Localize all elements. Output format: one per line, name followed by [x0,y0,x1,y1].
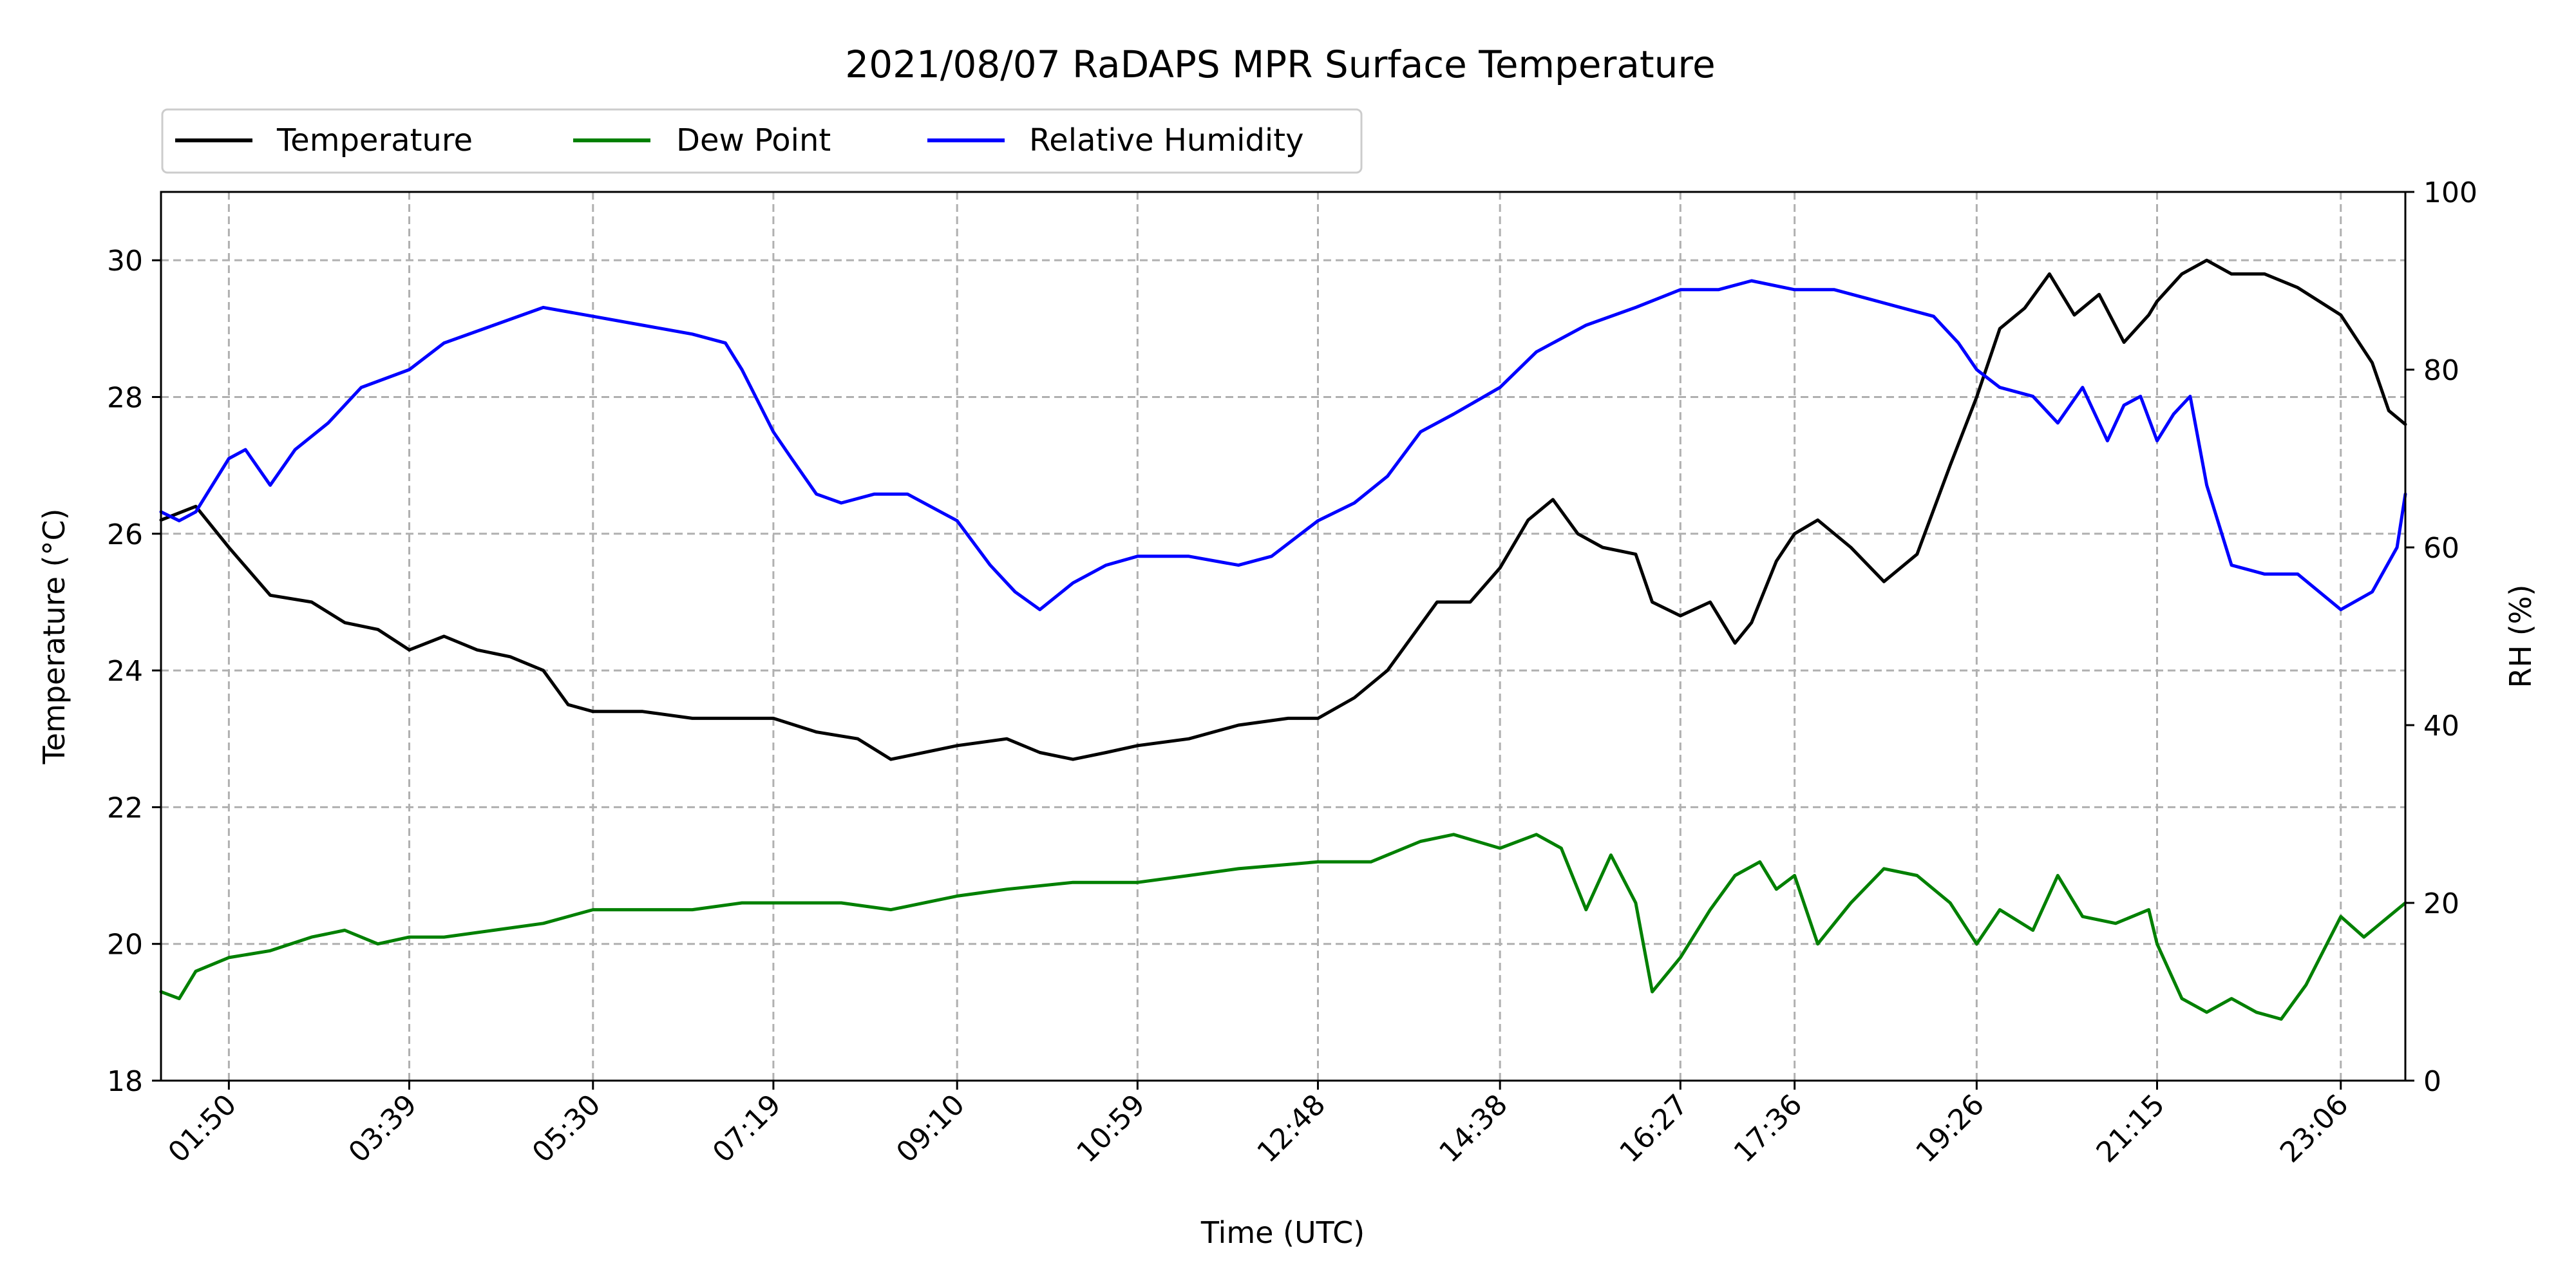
legend-items: Temperature Dew Point Relative Humidity [175,122,1303,158]
legend-label-temperature: Temperature [276,122,473,158]
y-right-tick-label: 20 [2423,887,2459,920]
y-left-tick-label: 26 [107,518,143,551]
y-right-tick-label: 100 [2423,176,2477,209]
series-line-temperature [159,258,2407,761]
y-right-tick-label: 0 [2423,1065,2441,1098]
chart-title: 2021/08/07 RaDAPS MPR Surface Temperatur… [845,43,1715,86]
y-axis-left-label: Temperature (°C) [37,508,71,764]
legend: Temperature Dew Point Relative Humidity [161,108,1363,174]
y-axis-right: 0 20 40 60 80 100 [2405,176,2477,1098]
legend-label-dew-point: Dew Point [676,122,831,158]
y-right-tick-label: 80 [2423,354,2459,387]
y-left-tick-label: 20 [107,929,143,961]
y-axis-left: 18 20 22 24 26 28 30 [107,245,161,1098]
y-left-tick-label: 24 [107,655,143,688]
y-axis-right-label: RH (%) [2503,585,2538,688]
y-left-tick-label: 28 [107,381,143,414]
y-right-tick-label: 60 [2423,532,2459,565]
y-right-tick-label: 40 [2423,710,2459,743]
y-left-tick-label: 22 [107,791,143,824]
x-axis-label: Time (UTC) [1200,1215,1365,1250]
series-line-dew-point [159,833,2407,1021]
legend-box [161,108,1363,174]
legend-label-relative-humidity: Relative Humidity [1029,122,1303,158]
series-lines [159,258,2407,1021]
y-left-tick-label: 30 [107,245,143,278]
plot-area-frame [160,191,2407,1082]
series-line-relative-humidity [159,279,2407,612]
y-left-tick-label: 18 [107,1065,143,1098]
